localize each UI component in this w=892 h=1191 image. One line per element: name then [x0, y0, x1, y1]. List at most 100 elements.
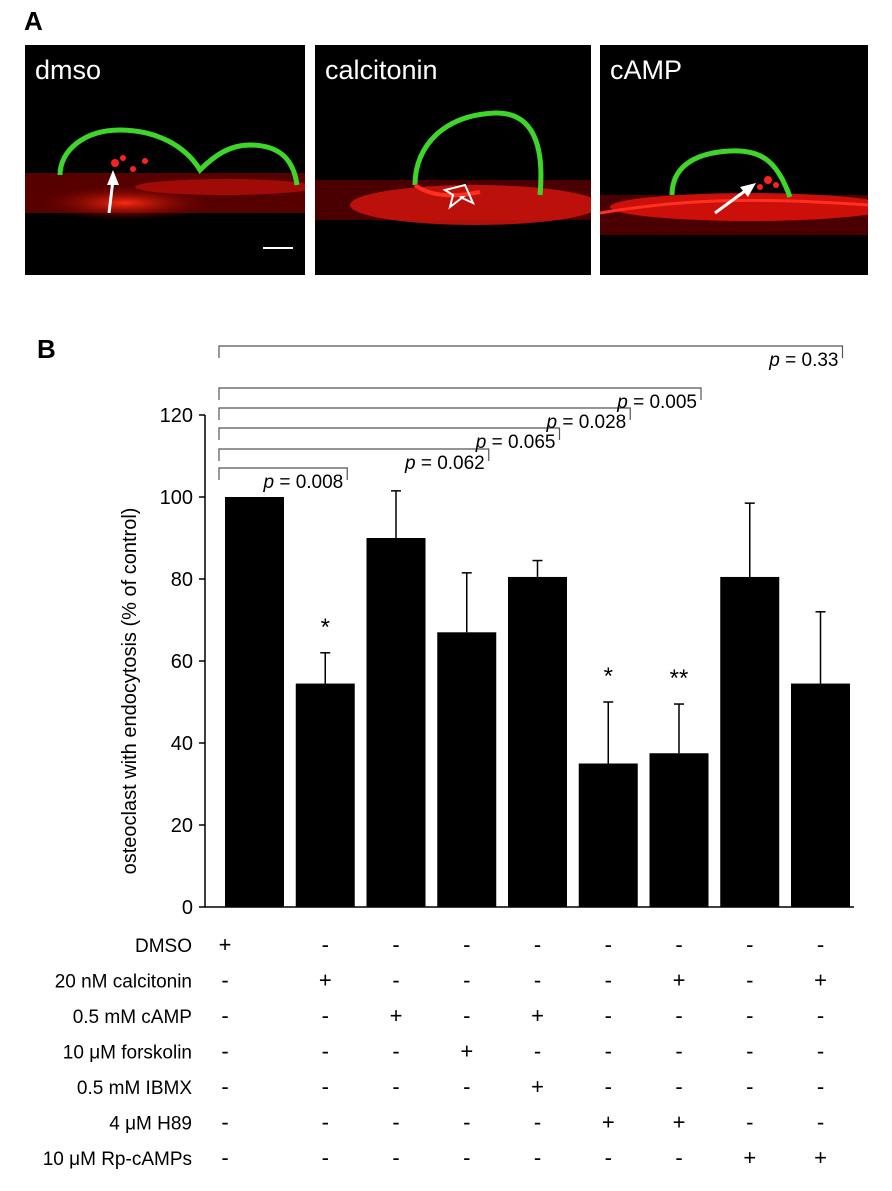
treatment-sign: -: [817, 1039, 824, 1064]
p-value-label: p = 0.008: [262, 472, 343, 493]
treatment-sign: -: [221, 1110, 228, 1135]
treatment-sign: -: [817, 932, 824, 957]
micrograph-label-dmso: dmso: [35, 55, 102, 85]
treatment-sign: -: [746, 1074, 753, 1099]
treatment-sign: -: [817, 1003, 824, 1028]
comparison-bracket: [218, 407, 631, 420]
treatment-sign: -: [221, 968, 228, 993]
treatment-sign: -: [392, 1039, 399, 1064]
y-tick-label: 60: [171, 651, 193, 673]
treatment-sign: -: [392, 932, 399, 957]
treatment-sign: -: [605, 1074, 612, 1099]
treatment-sign: +: [814, 968, 827, 993]
treatment-label: 10 μM forskolin: [63, 1043, 192, 1064]
treatment-sign: -: [221, 1039, 228, 1064]
treatment-sign: +: [319, 968, 332, 993]
treatment-sign: -: [322, 1003, 329, 1028]
treatment-sign: -: [534, 932, 541, 957]
comparison-bracket: [218, 345, 844, 358]
treatment-sign: -: [746, 932, 753, 957]
treatment-sign: -: [605, 968, 612, 993]
comparison-bracket: [218, 467, 348, 480]
treatment-sign: -: [605, 1145, 612, 1170]
micrograph-dmso: dmso: [25, 45, 305, 275]
treatment-sign: +: [673, 1110, 686, 1135]
p-value-label: p = 0.065: [475, 432, 556, 453]
bar: [225, 497, 284, 907]
bar: [720, 576, 780, 907]
treatment-sign: +: [743, 1145, 756, 1170]
treatment-sign: -: [392, 1074, 399, 1099]
treatment-sign: -: [605, 1039, 612, 1064]
treatment-sign: +: [390, 1003, 403, 1028]
y-axis-label: osteoclast with endocytosis (% of contro…: [119, 508, 141, 875]
treatment-sign: -: [221, 1003, 228, 1028]
treatment-sign: -: [463, 1003, 470, 1028]
treatment-sign: +: [531, 1074, 544, 1099]
treatment-sign: +: [219, 932, 232, 957]
treatment-sign: -: [221, 1145, 228, 1170]
treatment-sign: -: [322, 1145, 329, 1170]
treatment-sign: -: [675, 1074, 682, 1099]
treatment-sign: -: [534, 1039, 541, 1064]
treatment-sign: +: [673, 968, 686, 993]
p-value-label: p = 0.005: [616, 392, 697, 413]
p-value-label: p = 0.33: [768, 350, 838, 371]
treatment-sign: +: [460, 1039, 473, 1064]
treatment-sign: -: [675, 1003, 682, 1028]
comparison-bracket: [218, 427, 561, 440]
treatment-sign: -: [463, 1074, 470, 1099]
treatment-label: 10 μM Rp-cAMPs: [43, 1149, 192, 1170]
micrograph-label-camp: cAMP: [610, 55, 683, 85]
treatment-sign: -: [746, 1039, 753, 1064]
treatment-sign: -: [746, 1110, 753, 1135]
comparison-bracket: [218, 387, 702, 400]
treatment-sign: -: [817, 1110, 824, 1135]
treatment-sign: -: [392, 1145, 399, 1170]
treatment-sign: -: [675, 1145, 682, 1170]
bar: [649, 753, 709, 907]
treatment-sign: -: [534, 1110, 541, 1135]
comparison-bracket: [218, 448, 490, 461]
treatment-sign: -: [746, 1003, 753, 1028]
bar: [295, 683, 355, 907]
bar: [791, 683, 850, 907]
treatment-sign: -: [675, 932, 682, 957]
bar: [508, 576, 567, 907]
treatment-sign: +: [814, 1145, 827, 1170]
treatment-sign: -: [463, 1145, 470, 1170]
treatment-sign: -: [605, 1003, 612, 1028]
p-value-label: p = 0.062: [404, 453, 485, 474]
treatment-sign: -: [463, 968, 470, 993]
p-value-label: p = 0.028: [545, 412, 626, 433]
bar: [578, 763, 638, 907]
treatment-sign: -: [322, 1039, 329, 1064]
significance-marker: *: [604, 663, 613, 690]
significance-marker: **: [670, 665, 689, 692]
treatment-sign: -: [675, 1039, 682, 1064]
y-tick-label: 40: [171, 733, 193, 755]
treatment-sign: -: [746, 968, 753, 993]
treatment-sign: +: [602, 1110, 615, 1135]
treatment-sign: -: [392, 968, 399, 993]
micrograph-calcitonin: calcitonin: [315, 45, 591, 275]
treatment-sign: -: [322, 932, 329, 957]
treatment-sign: -: [605, 932, 612, 957]
y-tick-label: 100: [160, 487, 193, 509]
y-tick-label: 20: [171, 815, 193, 837]
micrograph-label-calcitonin: calcitonin: [325, 55, 438, 85]
treatment-sign: -: [322, 1074, 329, 1099]
treatment-sign: -: [322, 1110, 329, 1135]
treatment-sign: +: [531, 1003, 544, 1028]
y-tick-label: 0: [182, 897, 193, 919]
treatment-sign: -: [534, 968, 541, 993]
treatment-sign: -: [463, 1110, 470, 1135]
bar: [366, 538, 426, 907]
bar: [437, 632, 497, 907]
treatment-label: 4 μM H89: [109, 1114, 192, 1135]
y-tick-label: 120: [160, 405, 193, 427]
treatment-sign: -: [534, 1145, 541, 1170]
treatment-sign: -: [463, 932, 470, 957]
treatment-label: 0.5 mM cAMP: [73, 1007, 192, 1028]
